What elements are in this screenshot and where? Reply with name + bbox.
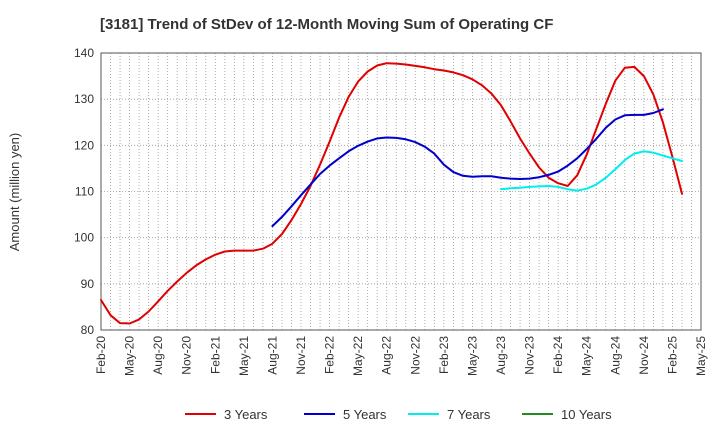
x-tick-label: May-20 <box>123 336 137 376</box>
x-tick-label: Nov-22 <box>408 336 422 375</box>
y-tick-label: 120 <box>74 138 94 152</box>
x-tick-label: Feb-23 <box>437 336 451 374</box>
x-tick-label: May-23 <box>465 336 479 376</box>
legend-label: 3 Years <box>224 407 268 422</box>
y-tick-label: 140 <box>74 46 94 60</box>
legend-label: 10 Years <box>561 407 612 422</box>
x-tick-label: Nov-21 <box>294 336 308 375</box>
plot-border <box>100 52 702 331</box>
x-tick-label: Aug-22 <box>380 336 394 375</box>
series-line-5-years <box>271 108 664 228</box>
x-tick-label: Aug-21 <box>265 336 279 375</box>
y-tick-label: 130 <box>74 92 94 106</box>
x-tick-label: Feb-20 <box>94 336 108 374</box>
legend-label: 5 Years <box>343 407 387 422</box>
x-tick-label: May-22 <box>351 336 365 376</box>
legend-label: 7 Years <box>447 407 491 422</box>
y-tick-label: 110 <box>75 185 94 199</box>
series-line-7-years <box>500 150 683 192</box>
y-tick-label: 80 <box>81 323 95 337</box>
x-tick-label: Nov-20 <box>180 336 194 375</box>
y-tick-label: 90 <box>81 277 95 291</box>
chart-title: [3181] Trend of StDev of 12-Month Moving… <box>100 16 553 33</box>
x-tick-label: May-25 <box>694 336 708 376</box>
x-tick-label: Feb-22 <box>323 336 337 374</box>
y-axis-label: Amount (million yen) <box>7 133 22 252</box>
y-tick-label: 100 <box>74 231 94 245</box>
x-tick-label: Aug-23 <box>494 336 508 375</box>
x-tick-label: Feb-24 <box>551 336 565 374</box>
x-tick-label: Nov-23 <box>523 336 537 375</box>
x-tick-label: May-21 <box>237 336 251 376</box>
x-tick-label: Aug-20 <box>151 336 165 375</box>
x-tick-label: May-24 <box>580 336 594 376</box>
legend: 3 Years 5 Years 7 Years 10 Years <box>185 407 612 422</box>
x-tick-label: Feb-25 <box>665 336 679 374</box>
x-tick-label: Nov-24 <box>637 336 651 375</box>
x-tick-label: Aug-24 <box>608 336 622 375</box>
plot-area: 80 90 100 110 120 130 140 Feb-20 May-20 Aug-20 Nov… <box>74 46 708 376</box>
x-tick-label: Feb-21 <box>208 336 222 374</box>
series-line-3-years <box>100 62 683 325</box>
